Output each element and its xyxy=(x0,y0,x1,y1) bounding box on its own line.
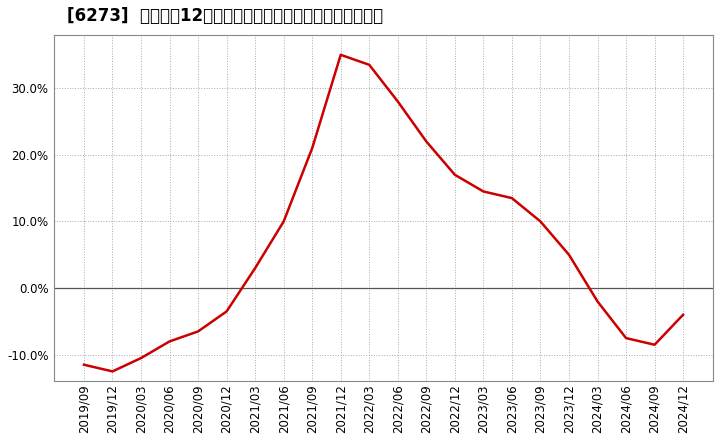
Text: [6273]  売上高の12か月移動合計の対前年同期増減率の推移: [6273] 売上高の12か月移動合計の対前年同期増減率の推移 xyxy=(67,7,383,25)
